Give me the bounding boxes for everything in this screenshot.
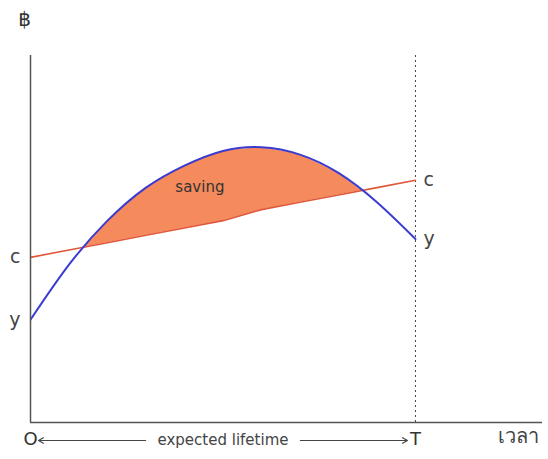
svg-text:O: O <box>23 428 37 449</box>
svg-text:c: c <box>10 245 20 267</box>
svg-text:฿: ฿ <box>18 7 31 31</box>
svg-text:y: y <box>423 227 434 249</box>
svg-text:เวลา: เวลา <box>498 424 539 448</box>
svg-text:expected lifetime: expected lifetime <box>157 431 288 449</box>
svg-text:saving: saving <box>175 178 224 196</box>
svg-text:y: y <box>9 308 20 330</box>
svg-text:c: c <box>423 168 433 190</box>
svg-text:T: T <box>409 428 422 449</box>
